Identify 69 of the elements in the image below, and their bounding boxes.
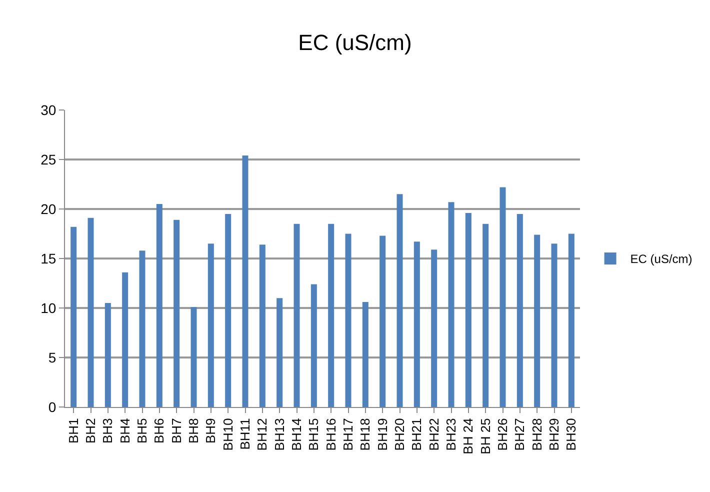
x-tick-label: BH17 (340, 418, 356, 451)
bar (551, 244, 558, 407)
bar (70, 226, 77, 407)
x-tick-label: BH20 (392, 418, 407, 451)
x-tick-label: BH19 (374, 418, 390, 451)
bar (328, 224, 334, 407)
x-tick-label: BH21 (409, 418, 424, 451)
y-tick-label: 25 (40, 151, 56, 168)
x-tick-label: BH11 (237, 418, 252, 450)
x-tick-label: BH15 (306, 418, 322, 451)
legend-label: EC (uS/cm) (630, 252, 692, 266)
bar (104, 303, 111, 407)
x-tick-label: BH2 (82, 418, 98, 444)
bar (259, 244, 266, 407)
x-tick-label: BH7 (168, 418, 184, 444)
bar (122, 272, 128, 407)
bar (396, 194, 403, 407)
x-tick-label: BH4 (117, 418, 132, 444)
x-tick-label: BH18 (358, 418, 373, 451)
bar (276, 298, 283, 407)
bar (208, 244, 214, 407)
x-tick-label: BH9 (203, 418, 218, 444)
x-tick-label: BH6 (152, 418, 167, 444)
bar (139, 250, 146, 407)
y-tick-label: 0 (48, 398, 56, 415)
bar (568, 234, 574, 407)
x-tick-label: BH14 (288, 418, 304, 451)
bar (482, 224, 489, 407)
bar (174, 220, 180, 407)
x-tick-label: BH12 (254, 418, 270, 451)
bar (242, 156, 248, 407)
x-tick-label: BH26 (494, 418, 510, 451)
x-tick-label: BH5 (134, 418, 150, 444)
bar (431, 250, 438, 407)
x-tick-label: BH28 (529, 418, 544, 451)
y-tick-label: 5 (48, 349, 56, 366)
bar (448, 202, 454, 407)
y-tick-label: 30 (40, 102, 56, 118)
x-tick-label: BH3 (100, 418, 116, 444)
x-tick-label: BH 25 (478, 418, 493, 454)
x-tick-label: BH22 (426, 418, 442, 451)
y-tick-label: 10 (40, 300, 56, 316)
x-tick-label: BH16 (323, 418, 338, 451)
bar (156, 204, 162, 407)
bar (190, 307, 197, 407)
bar (310, 284, 317, 407)
x-tick-label: BH29 (546, 418, 562, 451)
x-tick-label: BH13 (272, 418, 287, 451)
x-tick-label: BH10 (220, 418, 236, 451)
bar (465, 212, 472, 407)
bar (534, 234, 540, 407)
bar (516, 214, 523, 407)
bar (345, 234, 352, 407)
x-tick-label: BH1 (66, 418, 81, 444)
bar (225, 214, 232, 407)
x-tick-label: BH8 (186, 418, 201, 444)
bar (500, 187, 506, 407)
bar (88, 218, 94, 407)
chart-title: EC (uS/cm) (298, 30, 412, 55)
bar (294, 224, 300, 407)
x-tick-label: BH27 (512, 418, 528, 451)
bar (414, 242, 420, 407)
x-tick-label: BH30 (564, 418, 579, 451)
y-tick-label: 15 (40, 250, 56, 266)
bar (380, 236, 386, 407)
x-tick-label: BH 24 (460, 418, 476, 454)
bar (362, 302, 368, 407)
y-tick-label: 20 (40, 200, 56, 217)
x-tick-label: BH23 (443, 418, 458, 451)
